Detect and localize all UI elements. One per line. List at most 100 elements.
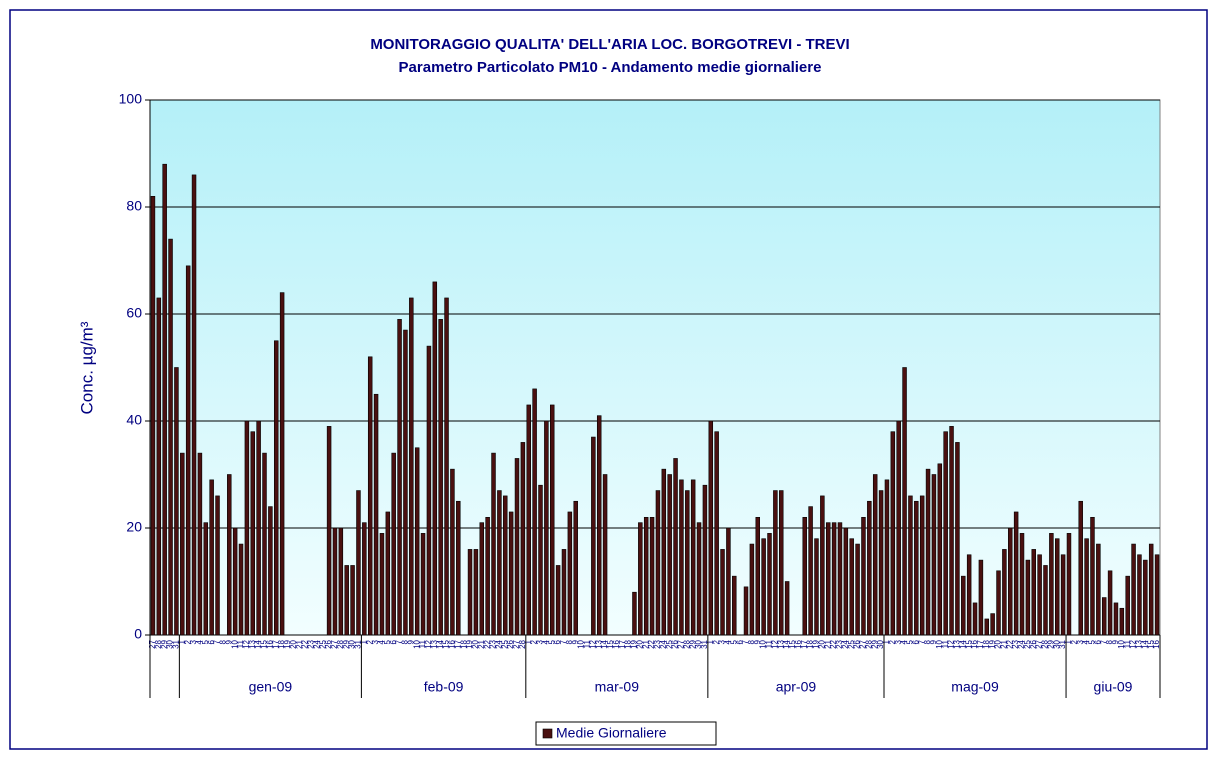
- bar: [632, 591, 637, 636]
- x-tick-label: 23: [835, 639, 844, 648]
- x-tick-label: 1: [524, 639, 533, 644]
- bar: [479, 522, 485, 636]
- bar: [878, 490, 884, 636]
- bar: [279, 292, 285, 636]
- x-tick-label: 7: [741, 639, 750, 644]
- bar: [872, 474, 878, 636]
- x-tick-label: 6: [735, 639, 744, 644]
- month-label: apr-09: [776, 679, 817, 695]
- x-tick-label: 7: [213, 639, 222, 644]
- bar: [1107, 570, 1113, 636]
- bar: [825, 522, 831, 636]
- y-axis-label: Conc. µg/m³: [77, 321, 96, 414]
- x-tick-label: 29: [688, 639, 697, 648]
- y-tick-label: 0: [134, 626, 142, 642]
- x-tick-label: 24: [841, 639, 850, 648]
- bar: [814, 538, 819, 636]
- x-tick-label: 19: [812, 639, 821, 648]
- bar: [849, 538, 854, 636]
- x-tick-label: 5: [729, 639, 738, 644]
- bar: [996, 570, 1001, 636]
- bar: [961, 575, 966, 636]
- x-tick-label: 25: [847, 639, 856, 648]
- bar: [1148, 543, 1154, 636]
- bar: [667, 474, 672, 636]
- bar: [362, 522, 367, 636]
- x-tick-label: 4: [377, 639, 386, 644]
- x-tick-label: 14: [1140, 639, 1149, 648]
- bar: [937, 463, 943, 636]
- x-tick-label: 3: [718, 639, 727, 644]
- x-tick-label: 17: [271, 639, 280, 648]
- bar: [526, 404, 531, 636]
- x-tick-label: 8: [747, 639, 756, 644]
- x-tick-label: 25: [500, 639, 509, 648]
- x-tick-label: 15: [1146, 639, 1155, 648]
- x-tick-label: 1: [359, 639, 368, 644]
- x-tick-label: 25: [1023, 639, 1032, 648]
- x-tick-label: 8: [1105, 639, 1114, 644]
- bar: [532, 388, 537, 636]
- chart-subtitle: Parametro Particolato PM10 - Andamento m…: [399, 59, 822, 76]
- bar: [714, 431, 719, 636]
- x-tick-label: 17: [618, 639, 627, 648]
- bar: [209, 479, 214, 636]
- legend: [535, 721, 717, 746]
- bar: [925, 468, 931, 636]
- bar: [356, 490, 361, 636]
- x-tick-label: 12: [242, 639, 251, 648]
- y-tick-label: 40: [126, 412, 142, 428]
- bar: [861, 516, 866, 636]
- x-tick-label: 28: [1041, 639, 1050, 648]
- x-tick-label: 10: [577, 639, 586, 648]
- bar: [550, 404, 555, 636]
- x-tick-label: 24: [312, 639, 321, 648]
- y-tick-label: 100: [119, 91, 143, 107]
- x-tick-label: 22: [483, 639, 492, 648]
- x-tick-label: 6: [1093, 639, 1102, 644]
- x-tick-label: 13: [594, 639, 603, 648]
- bar: [250, 431, 255, 636]
- x-tick-label: 2: [365, 639, 374, 644]
- x-tick-label: 26: [324, 639, 333, 648]
- bar: [391, 452, 396, 636]
- bar: [191, 174, 197, 636]
- x-tick-label: 10: [1117, 639, 1126, 648]
- x-tick-label: 11: [941, 639, 950, 648]
- bar: [162, 163, 167, 636]
- bar: [802, 516, 807, 636]
- bar: [990, 613, 995, 636]
- bar: [855, 543, 860, 636]
- x-tick-label: 6: [389, 639, 398, 644]
- x-tick-label: 13: [776, 639, 785, 648]
- x-tick-label: 22: [647, 639, 656, 648]
- bar: [831, 522, 837, 636]
- bar: [561, 549, 567, 636]
- x-tick-label: 13: [953, 639, 962, 648]
- x-tick-label: 4: [724, 639, 733, 644]
- x-tick-label: 3: [536, 639, 545, 644]
- bar: [238, 543, 244, 636]
- x-tick-label: 5: [201, 639, 210, 644]
- x-tick-label: 20: [471, 639, 480, 648]
- x-tick-label: 27: [148, 639, 157, 648]
- bar: [808, 506, 813, 636]
- x-tick-label: 14: [436, 639, 445, 648]
- x-tick-label: 27: [677, 639, 686, 648]
- plot-area: [149, 99, 1161, 636]
- x-tick-label: 14: [254, 639, 263, 648]
- bar: [779, 490, 784, 636]
- bar: [555, 565, 561, 636]
- bar: [696, 522, 702, 636]
- x-tick-label: 17: [800, 639, 809, 648]
- x-tick-label: 23: [1011, 639, 1020, 648]
- x-tick-label: 4: [900, 639, 909, 644]
- x-tick-label: 6: [553, 639, 562, 644]
- x-tick-label: 6: [911, 639, 920, 644]
- x-tick-label: 9: [753, 639, 762, 644]
- bar: [755, 516, 760, 636]
- x-tick-label: 1: [177, 639, 186, 644]
- x-tick-label: 26: [853, 639, 862, 648]
- x-tick-label: 17: [976, 639, 985, 648]
